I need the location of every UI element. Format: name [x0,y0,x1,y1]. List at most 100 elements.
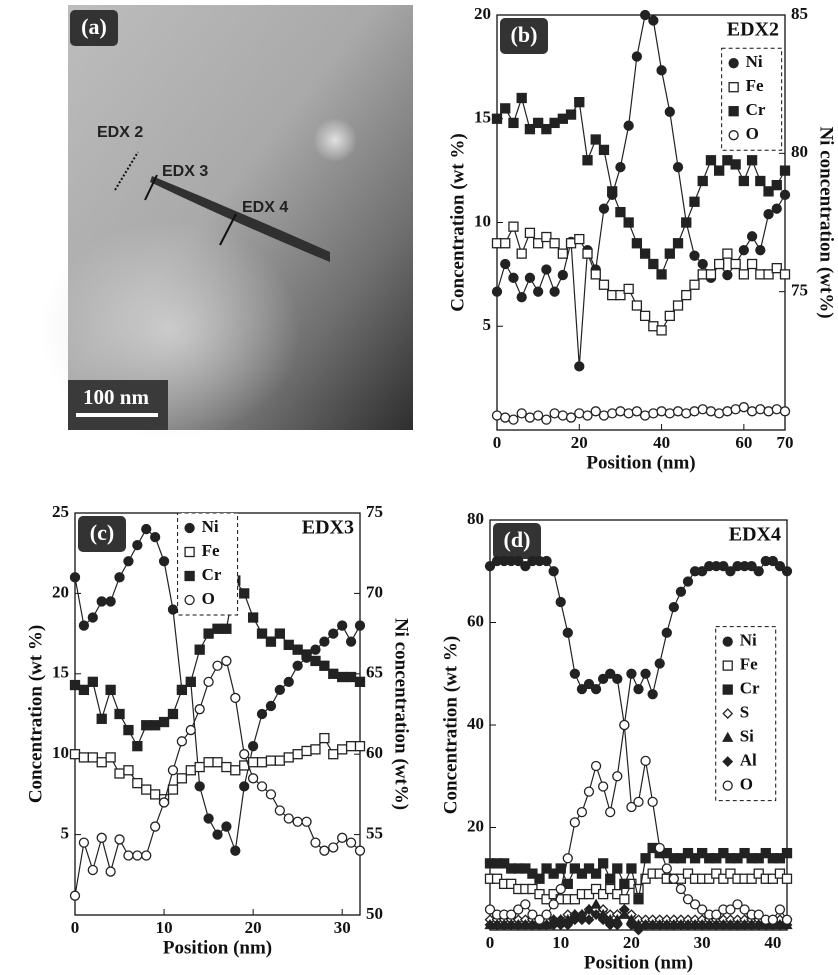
y-tick-label: 10 [52,743,69,762]
marker [491,410,503,421]
marker [256,781,268,792]
marker [337,671,348,683]
marker [569,914,581,926]
marker [661,627,672,638]
marker [640,755,651,767]
marker [345,741,357,752]
marker [781,566,793,577]
marker [696,919,708,931]
marker [615,406,626,417]
marker [141,850,152,861]
panel-label-box [78,516,126,552]
marker [746,231,758,242]
marker [167,765,179,776]
marker [574,233,585,245]
marker [158,797,170,808]
marker [767,914,779,925]
marker [623,120,634,131]
marker [256,708,268,720]
marker [647,919,659,931]
marker [557,269,568,281]
legend-marker [184,522,195,534]
marker [274,684,285,696]
marker [500,412,511,423]
marker [714,258,725,270]
marker [524,123,536,135]
y-tick-label: 80 [467,509,484,528]
marker [763,406,774,417]
marker [105,866,116,877]
marker [689,279,700,290]
marker [725,919,736,931]
marker [292,644,303,655]
x-tick-label: 20 [623,933,640,952]
marker [605,873,616,884]
marker [661,919,673,931]
marker [265,636,277,647]
marker [78,752,90,763]
marker [283,639,294,651]
marker [753,566,764,577]
marker [582,155,593,166]
marker [484,919,496,931]
marker [292,749,303,760]
marker [520,899,531,910]
marker [292,660,303,671]
marker [722,269,733,281]
marker [739,904,750,915]
chart-title: EDX2 [727,19,779,41]
legend-label: Cr [202,565,222,584]
x-tick-label: 0 [486,933,495,952]
marker [574,97,585,108]
marker [534,914,545,925]
marker [565,412,577,423]
x-tick-label: 40 [653,433,670,452]
marker [123,724,134,736]
marker [69,890,81,901]
marker [319,732,330,744]
marker [738,245,750,256]
marker [722,248,733,259]
marker [562,853,573,864]
marker [648,15,659,26]
marker [681,289,692,301]
marker [771,404,782,415]
marker [247,741,259,752]
marker [212,660,223,671]
marker [221,623,232,634]
marker [337,832,348,843]
marker [611,919,623,931]
marker [247,757,259,768]
marker [516,292,527,303]
marker [689,919,701,931]
marker [516,248,527,259]
marker [615,289,626,301]
panel-label: (c) [90,520,114,545]
legend-label: Fe [740,655,758,674]
legend-label: Ni [740,631,757,650]
marker [656,269,667,280]
marker [239,588,250,599]
marker [574,361,585,372]
y2-axis-label: Ni concentration (wt%) [391,618,412,810]
marker [703,919,715,931]
marker [301,649,312,660]
marker [354,676,366,687]
marker [746,560,757,572]
marker [675,586,687,597]
marker [598,144,610,156]
marker [328,668,339,679]
panel-label-box [500,18,548,54]
marker [105,684,116,696]
y-tick-label: 15 [52,663,69,682]
x-tick-label: 30 [694,933,711,952]
marker [681,217,692,228]
marker [668,873,680,884]
marker [664,248,675,259]
marker [541,414,552,425]
marker [590,760,602,772]
marker [753,909,764,920]
marker [781,873,793,884]
legend-marker [184,570,195,582]
y-tick-label: 10 [474,211,491,230]
